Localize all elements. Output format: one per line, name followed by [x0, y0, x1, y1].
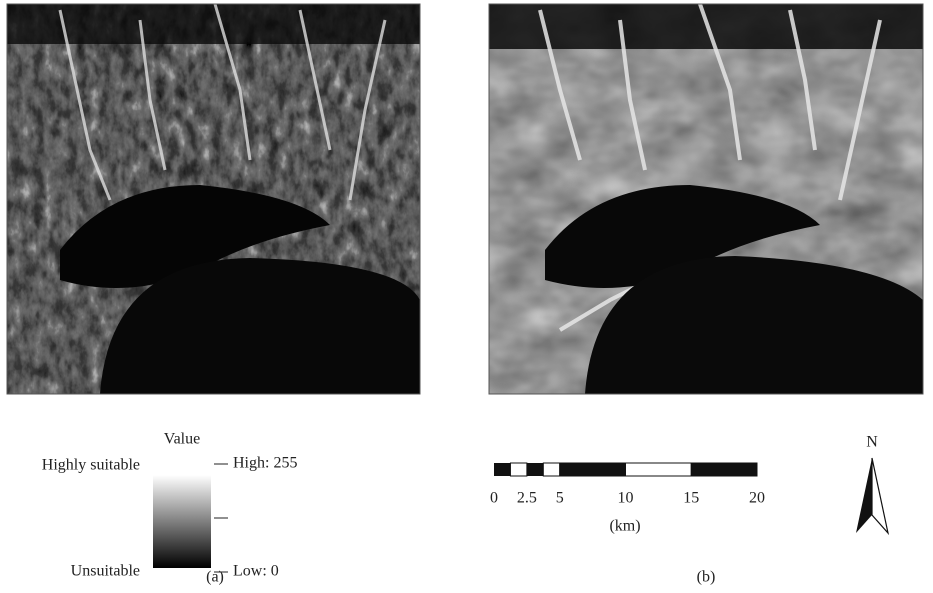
scale-tick-label: 0 — [490, 490, 498, 507]
scale-segment — [543, 463, 559, 476]
legend-ramp — [153, 475, 211, 568]
legend-low-label: Low: 0 — [233, 563, 279, 580]
scale-segment — [626, 463, 692, 476]
figure: Value Highly suitable Unsuitable High: 2… — [0, 0, 933, 588]
legend-high-label: High: 255 — [233, 455, 297, 472]
legend: Value Highly suitable Unsuitable High: 2… — [42, 431, 298, 580]
scale-bar: 0 2.5 5 10 15 20 — [490, 463, 765, 507]
panel-label: (a) — [206, 569, 224, 586]
scale-segment — [560, 463, 626, 476]
map-b — [489, 4, 923, 394]
scale-segment — [510, 463, 526, 476]
scale-segment — [527, 463, 543, 476]
panel-label: (b) — [697, 569, 716, 586]
north-label: N — [866, 434, 878, 451]
scale-tick-label: 5 — [556, 490, 564, 507]
scale-tick-label: 2.5 — [517, 490, 537, 507]
scale-tick-label: 15 — [683, 490, 699, 507]
north-arrow: N — [856, 434, 888, 533]
map-a — [7, 4, 420, 394]
scale-tick-label: 20 — [749, 490, 765, 507]
scale-segment — [691, 463, 757, 476]
legend-low-class: Unsuitable — [71, 563, 140, 580]
scale-unit: (km) — [609, 518, 640, 535]
scale-tick-label: 10 — [618, 490, 634, 507]
scale-segment — [494, 463, 510, 476]
legend-high-class: Highly suitable — [42, 457, 140, 474]
legend-title: Value — [164, 431, 200, 448]
